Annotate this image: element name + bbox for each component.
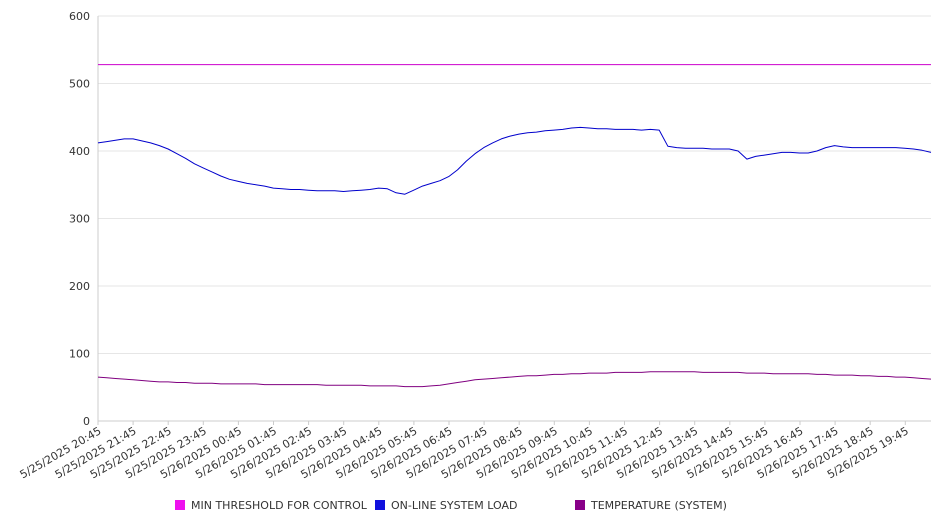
x-axis: 5/25/2025 20:455/25/2025 21:455/25/2025 … (18, 420, 931, 481)
legend-item-temperature: TEMPERATURE (SYSTEM) (575, 497, 727, 513)
y-tick-label-600: 600 (69, 10, 90, 23)
legend-swatch-temperature (575, 500, 585, 510)
series-line-2 (97, 371, 932, 388)
y-axis: 0 100 200 300 400 500 600 (69, 10, 99, 428)
legend-label-temperature: TEMPERATURE (SYSTEM) (591, 498, 727, 512)
legend-label-system-load: ON-LINE SYSTEM LOAD (391, 498, 518, 512)
grid-lines (98, 15, 931, 422)
legend-swatch-min-threshold (175, 500, 185, 510)
legend-swatch-system-load (375, 500, 385, 510)
y-tick-label-200: 200 (69, 280, 90, 293)
legend-label-min-threshold: MIN THRESHOLD FOR CONTROL (191, 498, 367, 512)
y-tick-label-300: 300 (69, 213, 90, 226)
y-tick-label-100: 100 (69, 348, 90, 361)
legend: MIN THRESHOLD FOR CONTROL ON-LINE SYSTEM… (0, 497, 946, 515)
legend-item-min-threshold: MIN THRESHOLD FOR CONTROL (175, 497, 367, 513)
y-tick-label-400: 400 (69, 145, 90, 158)
legend-item-system-load: ON-LINE SYSTEM LOAD (375, 497, 517, 513)
y-tick-label-0: 0 (83, 415, 90, 428)
series-line-1 (97, 126, 932, 195)
y-tick-label-500: 500 (69, 78, 90, 91)
series-group (97, 64, 932, 388)
